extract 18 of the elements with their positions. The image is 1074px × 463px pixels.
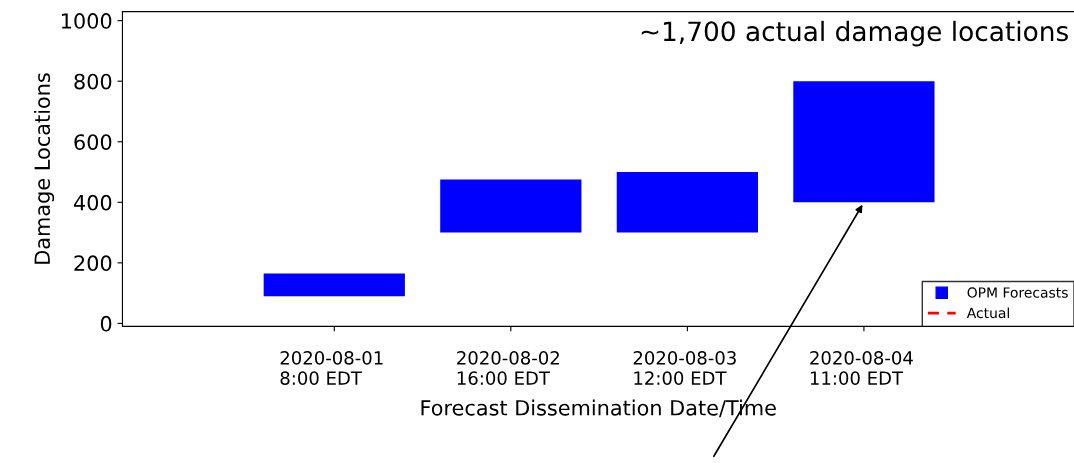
legend-label: OPM Forecasts: [967, 287, 1068, 298]
annotation: ~1,700 actual damage locations: [641, 20, 1068, 47]
y-tick-label: 400: [73, 194, 112, 211]
bar: [440, 179, 582, 233]
bar: [616, 172, 758, 233]
y-tick-label: 1000: [61, 13, 112, 29]
y-tick-label: 600: [74, 134, 112, 150]
x-tick-label: 2020-08-01 8:00 EDT: [280, 351, 383, 385]
bar: [263, 273, 405, 297]
y-tick-label: 200: [74, 255, 112, 272]
x-tick-label: 2020-08-03 12:00 EDT: [633, 351, 736, 385]
legend-label: Actual: [966, 307, 1009, 319]
y-tick-label: 800: [74, 73, 112, 90]
x-tick-label: 2020-08-02 16:00 EDT: [457, 351, 559, 385]
x-tick-label: 2020-08-04 11:00 EDT: [810, 351, 913, 385]
bar: [793, 81, 935, 203]
y-tick-label: 0: [100, 315, 112, 332]
y-axis-title: Damage Locations: [33, 73, 55, 264]
